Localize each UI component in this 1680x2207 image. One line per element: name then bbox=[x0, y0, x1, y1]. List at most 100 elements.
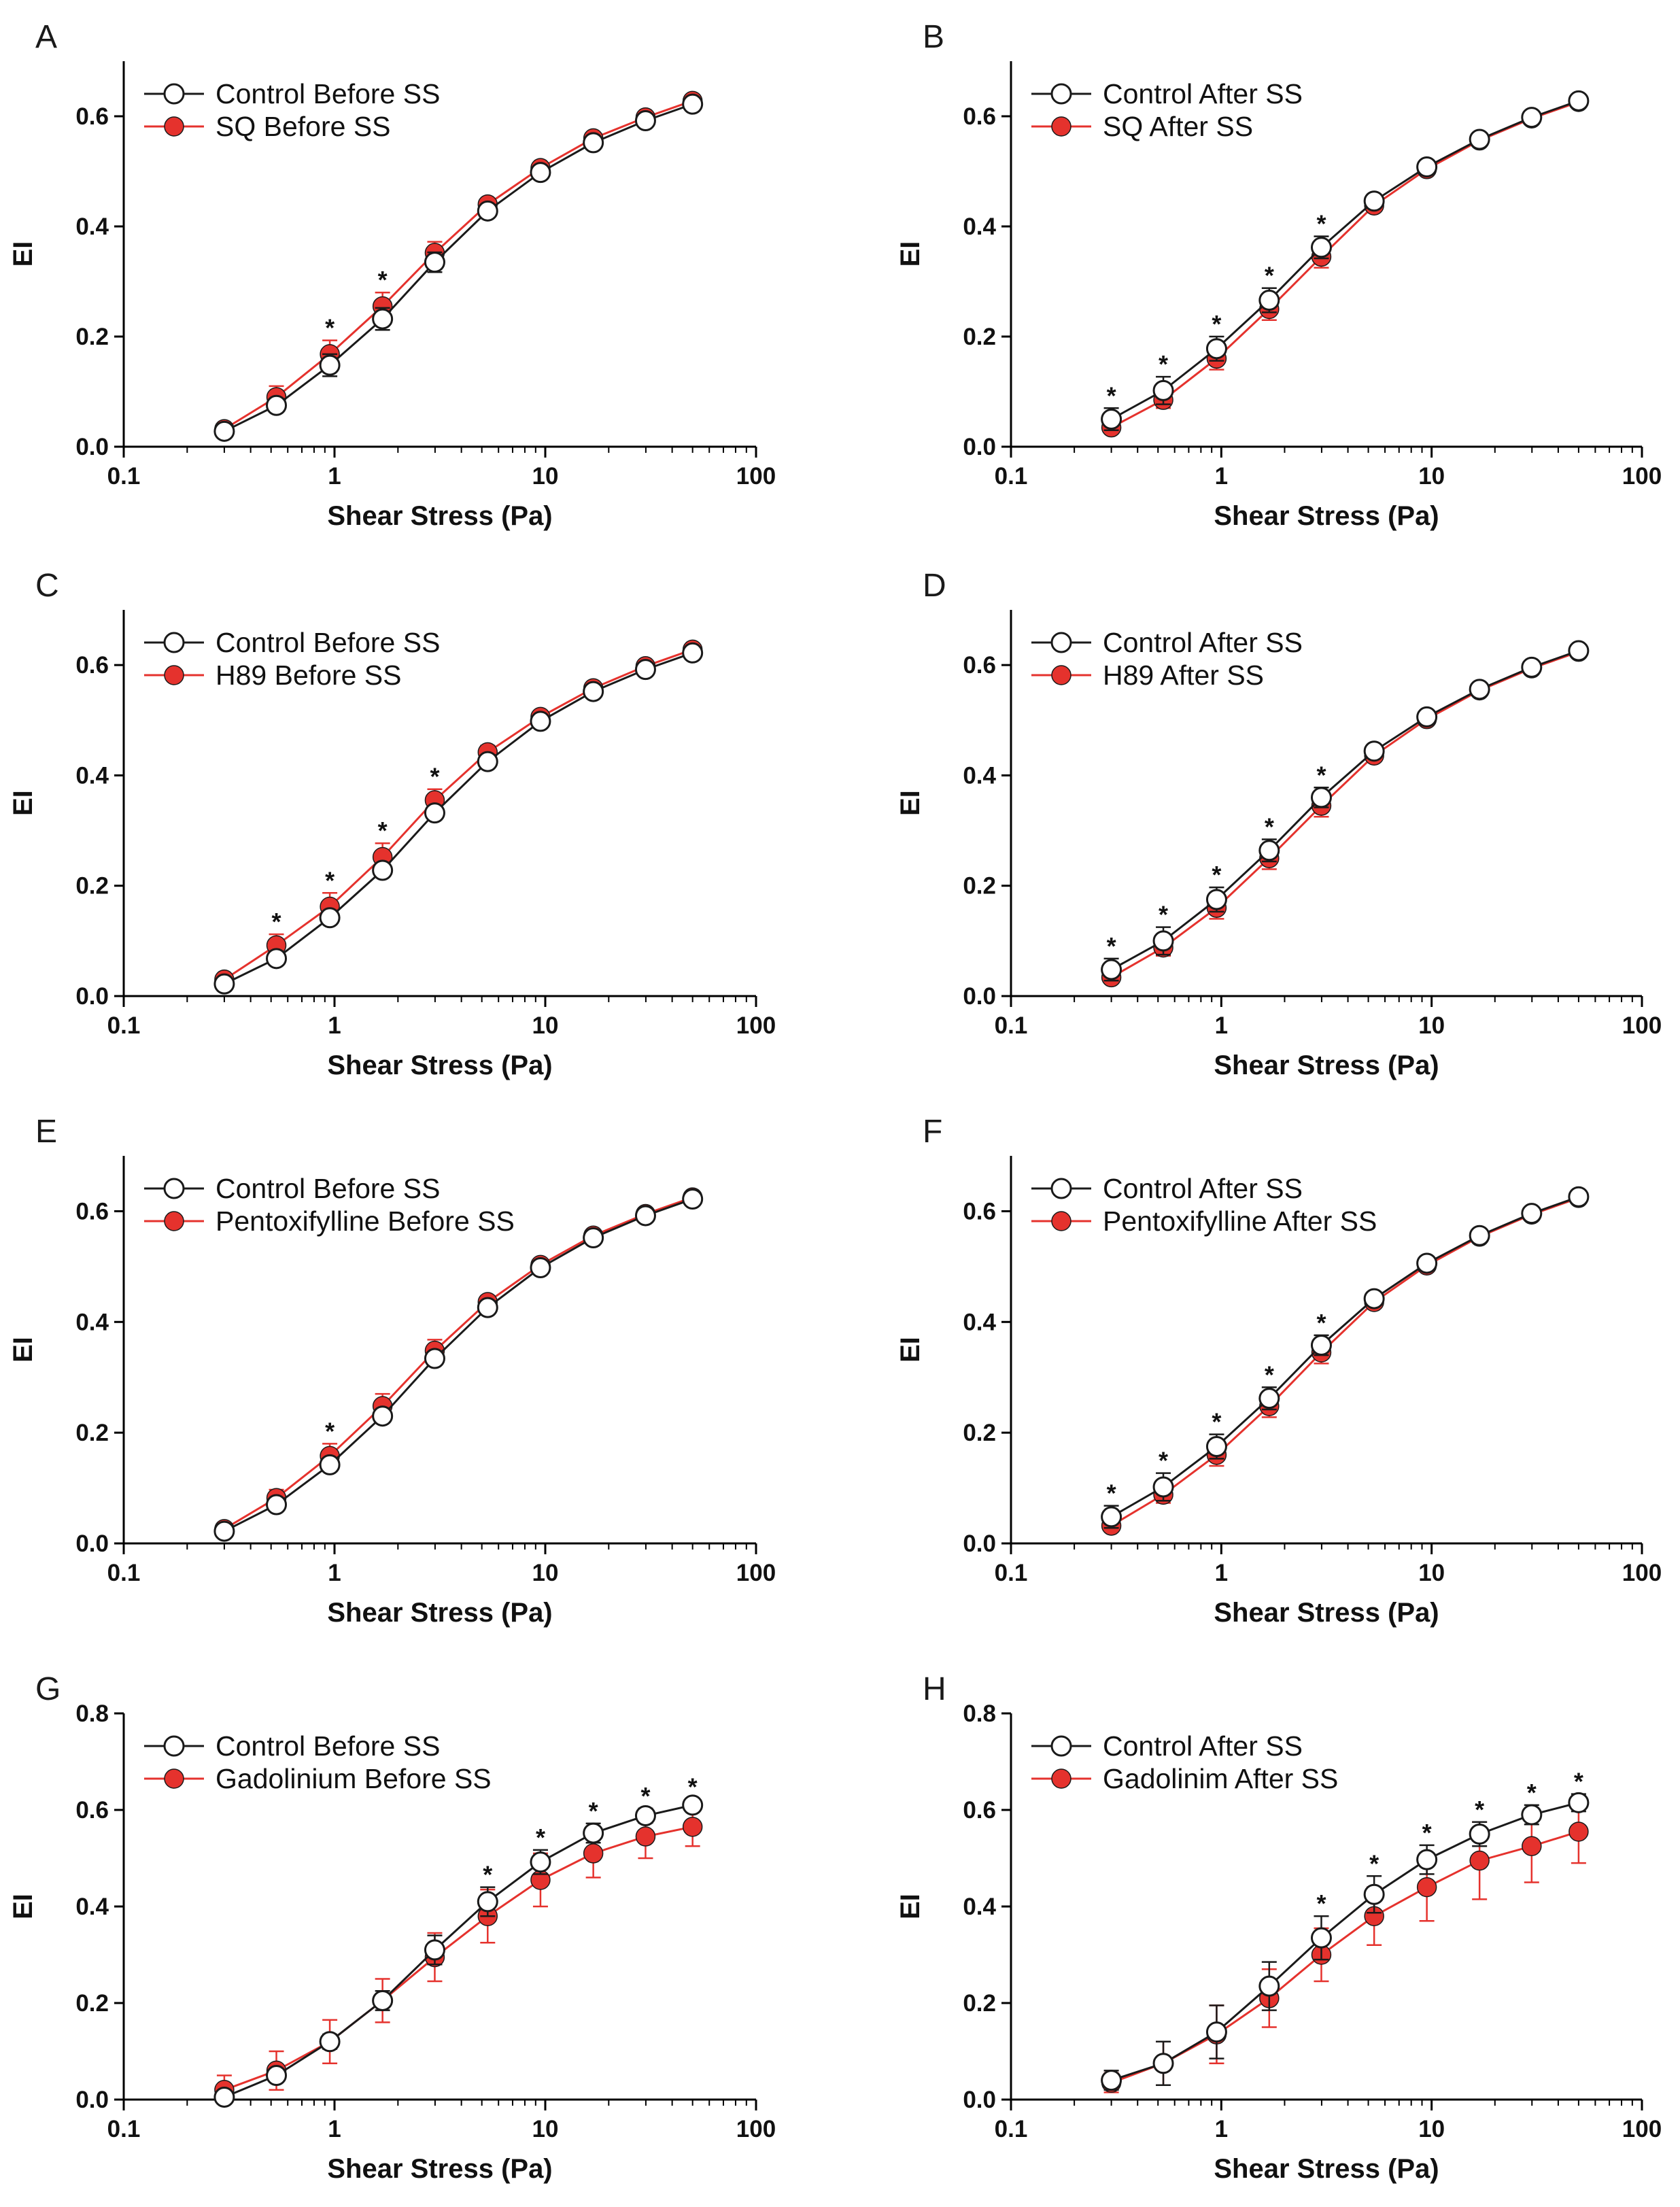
series-control bbox=[1101, 1792, 1590, 2091]
panel-letter: E bbox=[35, 1114, 57, 1150]
significance-star: * bbox=[1212, 861, 1221, 889]
data-point bbox=[1205, 338, 1227, 360]
significance-star: * bbox=[1316, 1309, 1326, 1337]
significance-star: * bbox=[1527, 1779, 1537, 1807]
y-tick-label: 0.0 bbox=[75, 983, 109, 1010]
series-control bbox=[1101, 640, 1590, 982]
data-point bbox=[583, 1843, 604, 1864]
significance-star: * bbox=[1107, 381, 1116, 409]
x-tick-label: 0.1 bbox=[107, 1560, 141, 1586]
significance-star: * bbox=[1265, 1361, 1274, 1388]
legend-label: SQ After SS bbox=[1103, 111, 1253, 142]
x-tick-label: 1 bbox=[328, 1012, 341, 1039]
x-tick-label: 0.1 bbox=[995, 1560, 1028, 1586]
y-tick-label: 0.0 bbox=[963, 983, 996, 1010]
data-point bbox=[1152, 930, 1174, 952]
data-point bbox=[1205, 889, 1227, 910]
x-tick-label: 10 bbox=[1418, 463, 1445, 490]
data-point bbox=[1521, 656, 1543, 678]
series-line bbox=[1110, 1195, 1579, 1518]
series-treatment bbox=[1101, 641, 1589, 988]
series-control bbox=[1101, 90, 1590, 431]
data-point bbox=[1310, 1334, 1332, 1356]
y-tick-label: 0.4 bbox=[75, 1894, 109, 1920]
significance-star: * bbox=[1107, 1479, 1116, 1507]
x-axis-title: Shear Stress (Pa) bbox=[1214, 2154, 1439, 2184]
x-tick-label: 10 bbox=[532, 2116, 559, 2142]
data-point bbox=[1568, 640, 1590, 662]
panel-b: B 0.0 0.2 0.4 0.6 0.1 1 10 100 Shear Stress (Pa) E… bbox=[895, 19, 1662, 531]
significance-star: * bbox=[430, 763, 439, 791]
legend-marker bbox=[163, 83, 185, 105]
series-line bbox=[224, 1198, 693, 1533]
significance-star: * bbox=[1107, 932, 1116, 960]
y-tick-label: 0.4 bbox=[75, 213, 109, 240]
legend-marker bbox=[163, 1735, 185, 1757]
series-line bbox=[1111, 1801, 1579, 2082]
data-point bbox=[1469, 129, 1490, 150]
data-point bbox=[1152, 2053, 1174, 2074]
series-treatment bbox=[214, 1807, 703, 2101]
legend-label: Gadolinim After SS bbox=[1103, 1763, 1338, 1794]
panel-letter: F bbox=[923, 1114, 942, 1150]
panel-letter: B bbox=[923, 19, 944, 55]
panel-e: E 0.0 0.2 0.4 0.6 0.1 1 10 100 Shear Stress (Pa) E… bbox=[8, 1114, 776, 1628]
panel-f: F 0.0 0.2 0.4 0.6 0.1 1 10 100 Shear Stress (Pa) E… bbox=[895, 1114, 1662, 1628]
legend-label: H89 Before SS bbox=[216, 660, 402, 691]
significance-star: * bbox=[1159, 1447, 1168, 1475]
data-point bbox=[1310, 237, 1332, 258]
x-tick-label: 100 bbox=[1622, 463, 1662, 490]
data-point bbox=[530, 1851, 551, 1873]
data-point bbox=[1521, 1804, 1543, 1826]
legend-label: Control Before SS bbox=[216, 1173, 440, 1204]
y-tick-label: 0.0 bbox=[75, 434, 109, 460]
y-tick-label: 0.6 bbox=[75, 652, 109, 679]
y-tick-label: 0.4 bbox=[963, 213, 996, 240]
panel-letter: H bbox=[923, 1671, 946, 1707]
data-point bbox=[213, 973, 235, 995]
x-tick-label: 0.1 bbox=[995, 1012, 1028, 1039]
x-tick-label: 0.1 bbox=[995, 2116, 1028, 2142]
x-tick-label: 1 bbox=[1215, 1012, 1228, 1039]
data-point bbox=[372, 308, 394, 330]
data-point bbox=[634, 1205, 656, 1227]
series-line bbox=[224, 1804, 693, 2098]
x-tick-label: 100 bbox=[736, 463, 776, 490]
series-line bbox=[1110, 1197, 1579, 1527]
significance-star: * bbox=[1422, 1819, 1432, 1847]
data-point bbox=[477, 1297, 498, 1318]
series-control bbox=[213, 1188, 704, 1542]
legend-marker bbox=[164, 1768, 184, 1789]
y-tick-label: 0.6 bbox=[75, 1198, 109, 1225]
data-point bbox=[583, 1227, 604, 1249]
data-point bbox=[1101, 409, 1122, 430]
data-point bbox=[1101, 959, 1122, 980]
data-point bbox=[1416, 1252, 1438, 1274]
data-point bbox=[477, 751, 498, 772]
x-tick-label: 10 bbox=[532, 1012, 559, 1039]
significance-star: * bbox=[589, 1797, 598, 1825]
series-line bbox=[224, 99, 693, 430]
series-line bbox=[224, 651, 693, 985]
significance-star: * bbox=[640, 1782, 650, 1810]
data-point bbox=[1469, 1824, 1490, 1845]
data-point bbox=[634, 659, 656, 681]
significance-star: * bbox=[325, 314, 335, 342]
data-point bbox=[266, 394, 288, 416]
panel-c: C 0.0 0.2 0.4 0.6 0.1 1 10 100 Shear Stress (Pa) E… bbox=[8, 568, 776, 1080]
legend-marker bbox=[1051, 1211, 1072, 1231]
significance-star: * bbox=[1316, 1889, 1326, 1917]
data-point bbox=[1469, 679, 1490, 700]
panel-g: G 0.0 0.2 0.4 0.6 0.8 0.1 1 10 100 Shear Stress (P… bbox=[8, 1671, 776, 2184]
x-axis-title: Shear Stress (Pa) bbox=[1214, 1050, 1439, 1080]
data-point bbox=[266, 948, 288, 970]
series-control bbox=[213, 642, 704, 995]
data-point bbox=[1363, 1288, 1385, 1310]
data-point bbox=[372, 1989, 394, 2011]
